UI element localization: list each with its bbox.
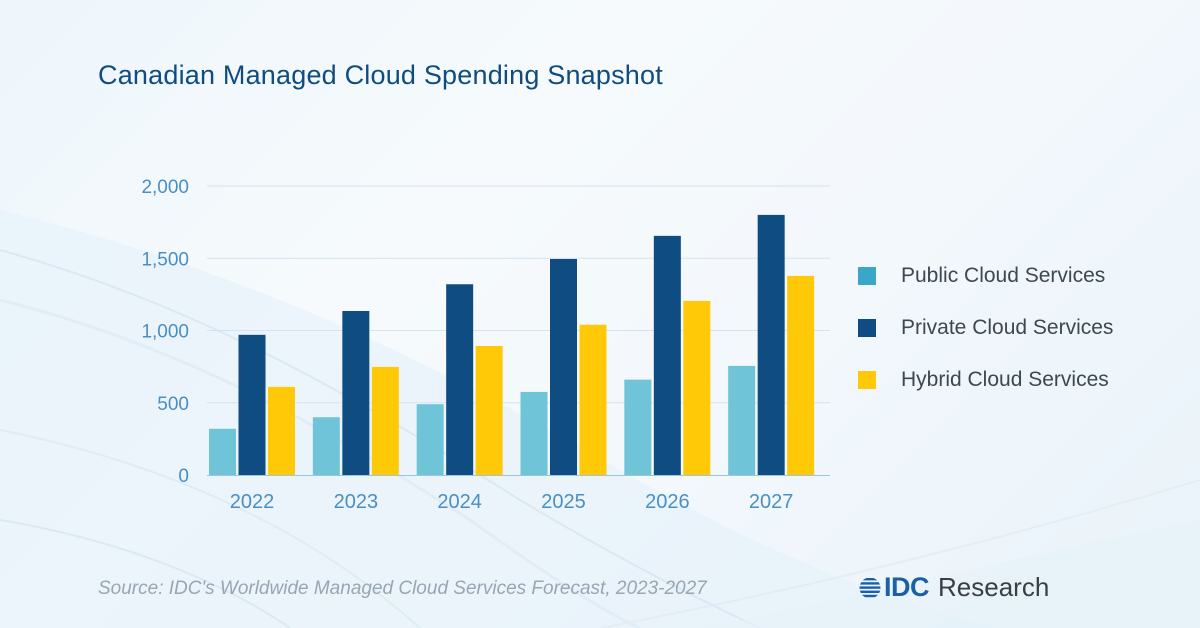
x-axis-ticks: 2022 2023 2024 2025 2026 2027 <box>230 491 794 513</box>
x-tick-label: 2025 <box>541 491 586 513</box>
bar-public-2026 <box>624 379 652 475</box>
globe-stripes-icon <box>859 577 881 597</box>
legend-label: Hybrid Cloud Services <box>901 368 1109 391</box>
legend-swatch-hybrid <box>858 371 876 389</box>
bar-hybrid-2026 <box>683 300 711 475</box>
x-tick-label: 2024 <box>437 491 482 513</box>
idc-logo: IDC Research <box>859 572 1049 603</box>
bar-public-2027 <box>728 365 756 475</box>
bar-private-2024 <box>446 284 474 475</box>
source-note: Source: IDC's Worldwide Managed Cloud Se… <box>98 578 707 599</box>
logo-suffix: Research <box>938 572 1050 602</box>
bar-hybrid-2025 <box>579 324 607 475</box>
legend-item-public: Public Cloud Services <box>858 250 1113 302</box>
y-tick-label: 1,000 <box>141 322 189 343</box>
gridlines <box>207 185 830 476</box>
bar-private-2025 <box>550 258 577 475</box>
logo-brand: IDC <box>884 572 930 602</box>
bar-public-2023 <box>312 417 340 475</box>
bar-hybrid-2023 <box>371 366 399 475</box>
bar-hybrid-2027 <box>787 275 815 475</box>
legend-label: Private Cloud Services <box>901 316 1114 339</box>
y-tick-label: 1,500 <box>141 249 189 270</box>
legend-item-hybrid: Hybrid Cloud Services <box>858 354 1113 406</box>
x-tick-label: 2027 <box>749 491 794 513</box>
legend-swatch-public <box>858 267 876 285</box>
x-tick-label: 2023 <box>334 491 379 513</box>
bar-public-2022 <box>209 428 236 475</box>
bar-private-2023 <box>342 310 370 475</box>
y-tick-label: 2,000 <box>141 177 189 198</box>
x-tick-label: 2022 <box>230 491 275 513</box>
legend: Public Cloud Services Private Cloud Serv… <box>858 250 1113 406</box>
y-tick-label: 0 <box>178 466 189 487</box>
legend-label: Public Cloud Services <box>901 264 1106 287</box>
legend-swatch-private <box>858 319 876 337</box>
y-axis-ticks: 0 500 1,000 1,500 2,000 <box>141 177 189 487</box>
bar-private-2027 <box>757 214 785 475</box>
bar-private-2022 <box>238 334 266 475</box>
bar-public-2024 <box>416 404 444 475</box>
bar-public-2025 <box>520 391 548 475</box>
legend-item-private: Private Cloud Services <box>858 302 1113 354</box>
bar-hybrid-2024 <box>475 345 503 475</box>
y-tick-label: 500 <box>157 394 189 415</box>
chart-title: Canadian Managed Cloud Spending Snapshot <box>98 60 663 90</box>
bar-hybrid-2022 <box>268 386 295 475</box>
bars <box>209 214 815 475</box>
x-tick-label: 2026 <box>645 491 690 513</box>
bar-private-2026 <box>653 235 681 475</box>
